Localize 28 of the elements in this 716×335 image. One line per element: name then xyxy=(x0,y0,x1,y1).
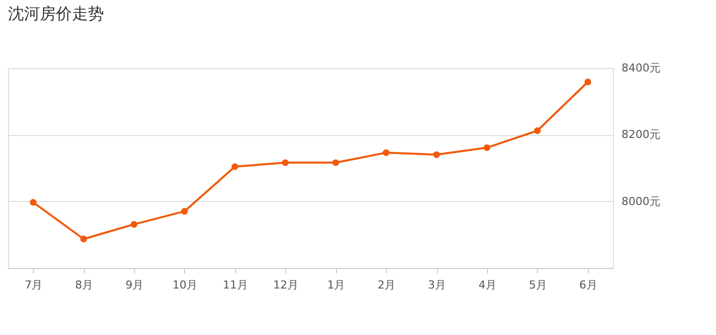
point xyxy=(382,149,390,156)
x-tick-label: 6月 xyxy=(579,278,598,292)
point xyxy=(130,220,138,228)
x-tick-label: 4月 xyxy=(478,278,496,292)
x-tick-label: 10月 xyxy=(172,278,198,292)
point xyxy=(232,163,238,170)
point xyxy=(30,198,37,206)
point xyxy=(181,208,188,215)
x-tick-label: 5月 xyxy=(528,278,547,292)
x-tick-label: 11月 xyxy=(222,278,248,292)
y-tick-label: 8400元 xyxy=(622,62,660,74)
x-tick-label: 9月 xyxy=(126,278,144,292)
x-tick-label: 1月 xyxy=(327,278,346,292)
x-tick-label: 2月 xyxy=(378,278,396,292)
point xyxy=(584,78,592,86)
y-tick-label: 8000元 xyxy=(622,194,660,208)
x-tick-label: 8月 xyxy=(75,278,94,292)
point xyxy=(484,144,490,152)
x-tick-label: 3月 xyxy=(428,278,446,292)
point xyxy=(80,236,87,242)
point xyxy=(332,159,340,166)
y-tick-label: 8200元 xyxy=(622,128,660,142)
point xyxy=(433,151,440,158)
x-tick-label: 12月 xyxy=(273,278,298,292)
point xyxy=(282,159,289,166)
point xyxy=(534,127,541,134)
x-tick-label: 7月 xyxy=(24,278,43,292)
chart-title: 沈河房价走势 xyxy=(8,4,104,23)
